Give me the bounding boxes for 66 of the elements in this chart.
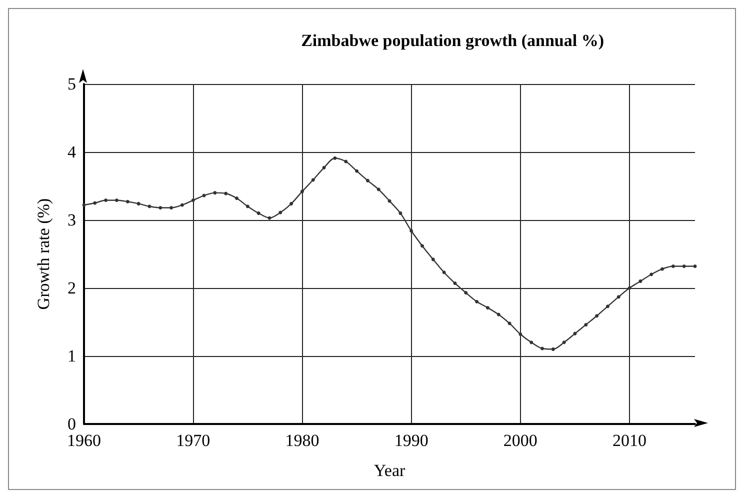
point xyxy=(126,200,130,204)
y-tick-label: 5 xyxy=(68,74,76,94)
point xyxy=(682,264,686,268)
point xyxy=(290,202,294,206)
point xyxy=(650,272,654,276)
point xyxy=(278,210,282,214)
point xyxy=(671,264,675,268)
y-tick-label: 1 xyxy=(68,346,76,366)
point xyxy=(104,198,108,202)
point xyxy=(366,178,370,182)
point xyxy=(453,281,457,285)
y-tick-label: 2 xyxy=(68,278,76,298)
point xyxy=(660,267,664,271)
point xyxy=(693,264,697,268)
point xyxy=(311,178,315,182)
point xyxy=(246,204,250,208)
point xyxy=(376,188,380,192)
point xyxy=(508,322,512,326)
point xyxy=(398,211,402,215)
point xyxy=(616,295,620,299)
point xyxy=(606,304,610,308)
point xyxy=(562,340,566,344)
point xyxy=(344,160,348,164)
point xyxy=(595,314,599,318)
y-tick-label: 3 xyxy=(68,210,76,230)
point xyxy=(333,156,337,160)
point xyxy=(180,203,184,207)
y-axis-title: Growth rate (%) xyxy=(34,198,53,310)
point xyxy=(551,347,555,351)
x-tick-label: 1960 xyxy=(67,431,101,450)
point xyxy=(420,244,424,248)
point xyxy=(158,206,162,210)
point xyxy=(496,312,500,316)
point xyxy=(93,201,97,205)
point xyxy=(170,206,174,210)
point xyxy=(191,198,195,202)
point xyxy=(540,346,544,350)
chart-title: Zimbabwe population growth (annual %) xyxy=(301,31,604,50)
point xyxy=(530,340,534,344)
point xyxy=(355,169,359,173)
point xyxy=(322,166,326,170)
y-tick-label: 0 xyxy=(68,414,76,434)
x-tick-label: 2000 xyxy=(503,431,538,450)
point xyxy=(638,279,642,283)
point xyxy=(114,198,118,202)
point xyxy=(410,229,414,233)
x-tick-label: 1990 xyxy=(394,431,428,450)
point xyxy=(518,332,522,336)
x-tick-label: 1980 xyxy=(285,431,320,450)
x-tick-label: 1970 xyxy=(176,431,210,450)
point xyxy=(235,196,238,200)
point xyxy=(486,306,490,310)
y-tick-label: 4 xyxy=(68,142,76,162)
point xyxy=(256,211,260,215)
point xyxy=(475,300,479,304)
point xyxy=(584,322,588,326)
x-tick-label: 2010 xyxy=(612,431,647,450)
x-axis-title: Year xyxy=(374,461,406,480)
point xyxy=(224,192,228,196)
point xyxy=(431,258,435,262)
point xyxy=(464,291,468,295)
point xyxy=(148,204,152,208)
point xyxy=(136,202,140,206)
point xyxy=(442,270,446,274)
point xyxy=(300,190,304,194)
point xyxy=(213,191,217,195)
